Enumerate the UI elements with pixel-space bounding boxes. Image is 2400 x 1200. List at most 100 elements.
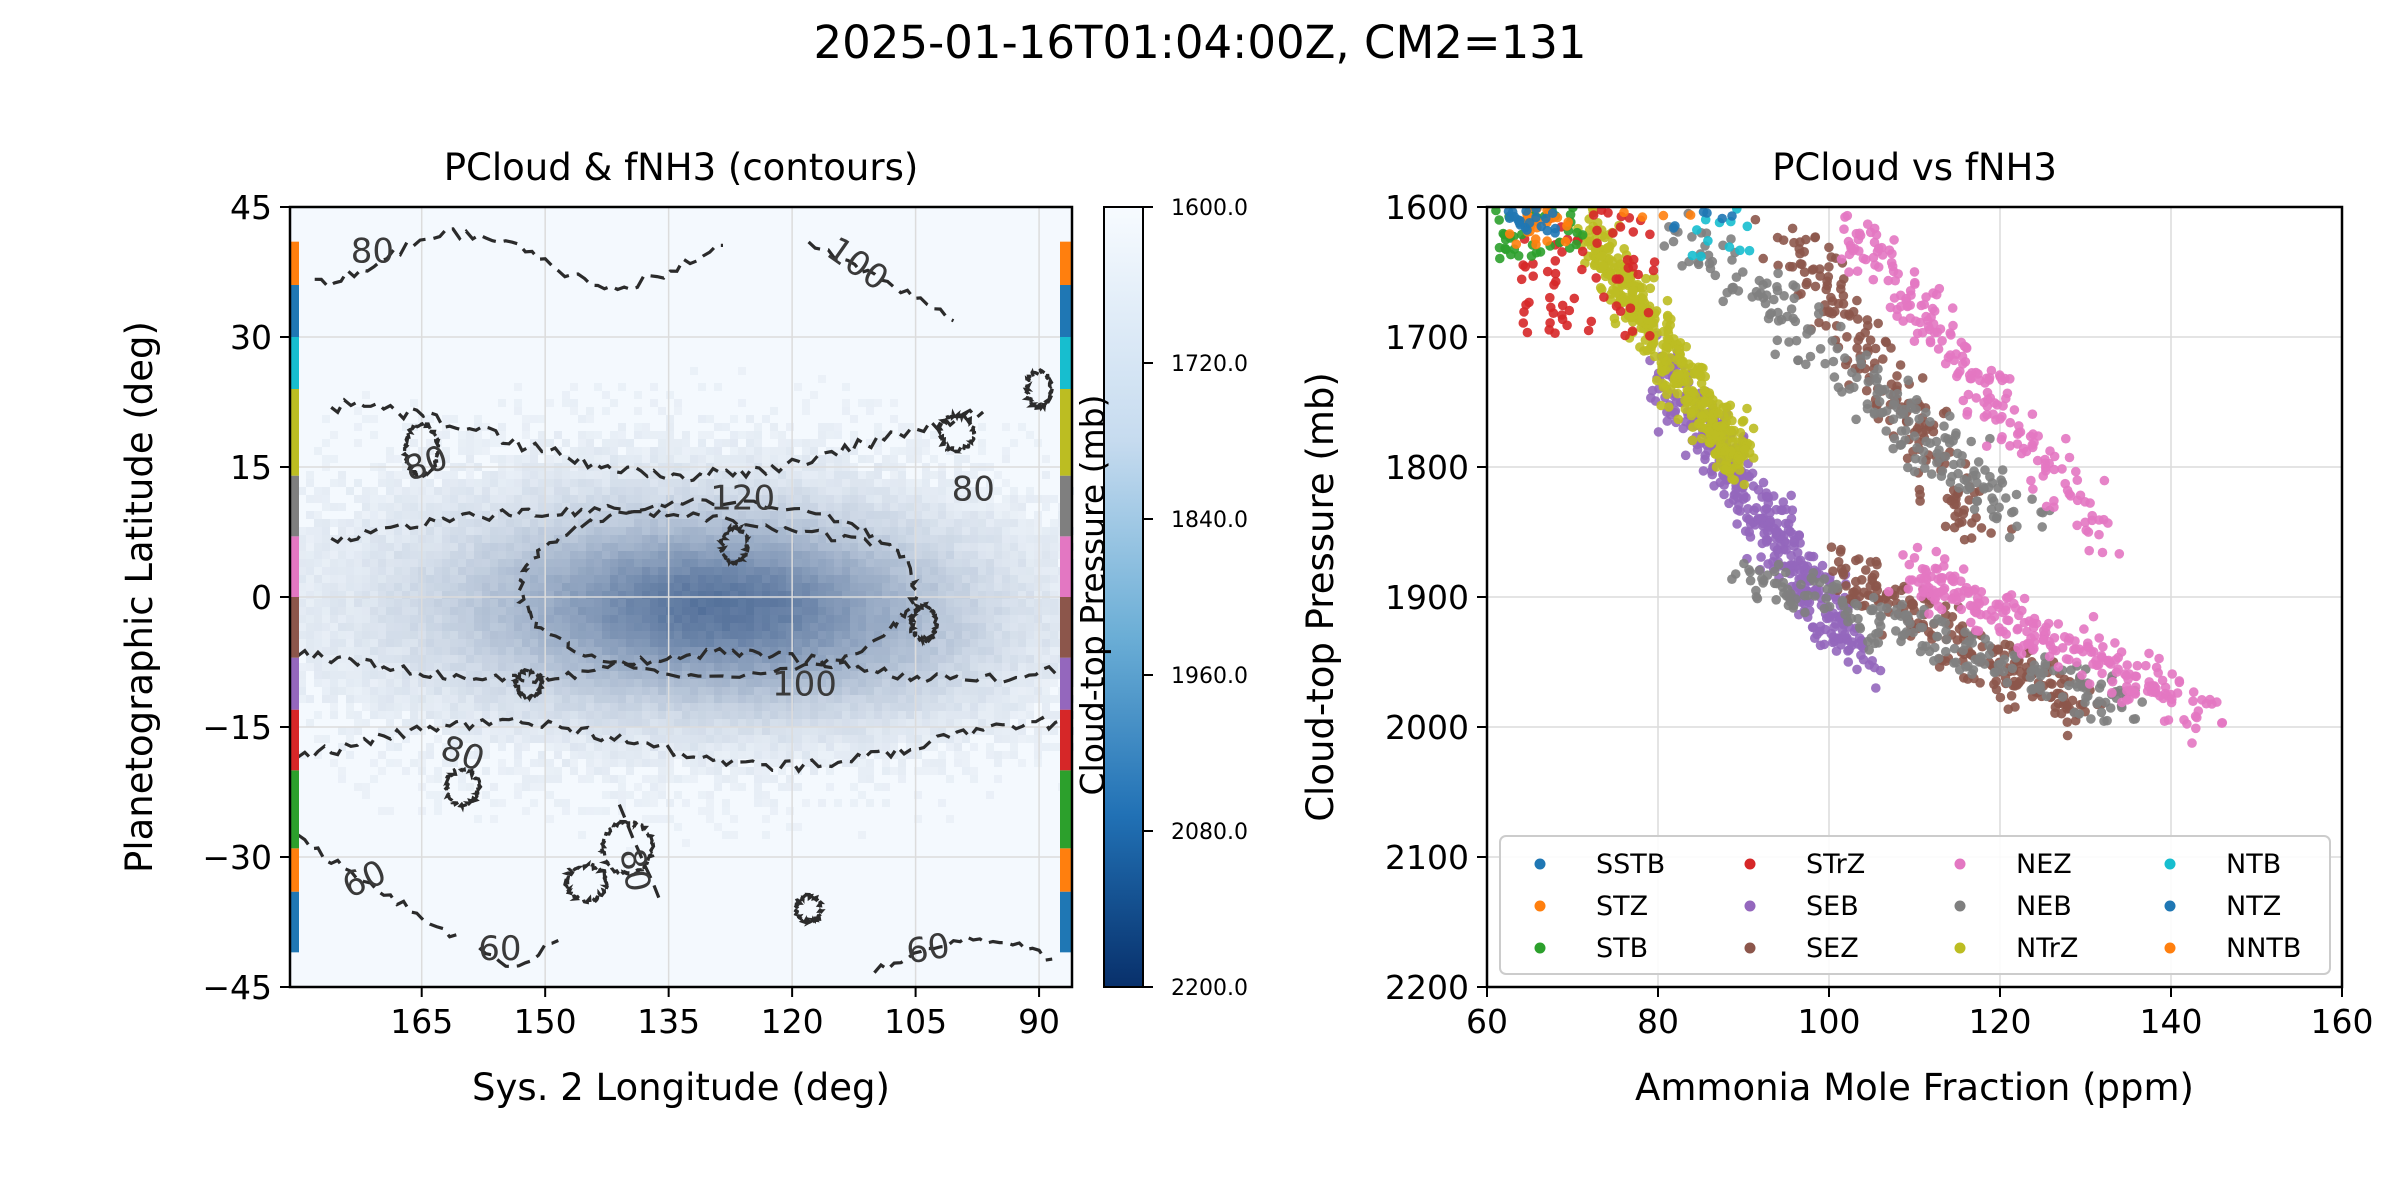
heatmap-cell — [594, 751, 602, 759]
heatmap-cell — [746, 575, 754, 583]
heatmap-cell — [930, 647, 938, 655]
heatmap-cell — [610, 655, 618, 663]
heatmap-cell — [682, 511, 690, 519]
heatmap-cell — [658, 631, 666, 639]
heatmap-cell — [482, 751, 490, 759]
heatmap-cell — [866, 575, 874, 583]
heatmap-cell — [746, 631, 754, 639]
heatmap-cell — [610, 663, 618, 671]
scatter-point — [1941, 626, 1951, 636]
scatter-point — [1751, 585, 1761, 596]
heatmap-cell — [578, 743, 586, 751]
heatmap-cell — [802, 655, 810, 663]
heatmap-cell — [690, 527, 698, 535]
heatmap-cell — [730, 639, 738, 647]
heatmap-cell — [546, 535, 554, 543]
heatmap-cell — [402, 623, 410, 631]
heatmap-cell — [434, 623, 442, 631]
heatmap-cell — [842, 559, 850, 567]
heatmap-cell — [722, 567, 730, 575]
heatmap-cell — [394, 471, 402, 479]
heatmap-cell — [490, 567, 498, 575]
heatmap-cell — [914, 591, 922, 599]
scatter-point — [1917, 455, 1928, 465]
heatmap-cell — [522, 743, 530, 751]
heatmap-cell — [410, 711, 418, 719]
heatmap-cell — [666, 447, 674, 455]
heatmap-cell — [466, 703, 474, 711]
heatmap-cell — [298, 575, 306, 583]
heatmap-cell — [530, 599, 538, 607]
heatmap-cell — [706, 695, 714, 703]
heatmap-cell — [394, 455, 402, 463]
heatmap-cell — [642, 631, 650, 639]
heatmap-cell — [778, 607, 786, 615]
heatmap-cell — [482, 495, 490, 503]
heatmap-cell — [738, 607, 746, 615]
heatmap-cell — [786, 535, 794, 543]
heatmap-cell — [394, 615, 402, 623]
heatmap-cell — [442, 759, 450, 767]
heatmap-cell — [978, 695, 986, 703]
heatmap-cell — [498, 615, 506, 623]
heatmap-cell — [450, 535, 458, 543]
heatmap-cell — [770, 695, 778, 703]
heatmap-cell — [498, 455, 506, 463]
heatmap-cell — [714, 655, 722, 663]
heatmap-cell — [978, 703, 986, 711]
heatmap-cell — [890, 695, 898, 703]
heatmap-cell — [474, 591, 482, 599]
heatmap-cell — [562, 487, 570, 495]
heatmap-cell — [650, 783, 658, 791]
heatmap-cell — [1034, 567, 1042, 575]
heatmap-cell — [586, 447, 594, 455]
heatmap-cell — [1026, 695, 1034, 703]
heatmap-cell — [442, 647, 450, 655]
heatmap-cell — [298, 567, 306, 575]
heatmap-cell — [858, 759, 866, 767]
heatmap-cell — [618, 679, 626, 687]
heatmap-cell — [730, 695, 738, 703]
heatmap-cell — [554, 503, 562, 511]
scatter-point — [1773, 268, 1783, 279]
heatmap-cell — [922, 735, 930, 743]
heatmap-cell — [714, 695, 722, 703]
heatmap-cell — [530, 711, 538, 719]
heatmap-cell — [330, 567, 338, 575]
heatmap-cell — [738, 727, 746, 735]
scatter-point — [1875, 665, 1886, 676]
heatmap-cell — [722, 727, 730, 735]
heatmap-cell — [546, 663, 554, 671]
heatmap-cell — [866, 679, 874, 687]
heatmap-cell — [722, 671, 730, 679]
heatmap-cell — [1010, 519, 1018, 527]
heatmap-cell — [866, 727, 874, 735]
heatmap-cell — [754, 767, 762, 775]
heatmap-cell — [1050, 607, 1058, 615]
scatter-point — [2010, 702, 2020, 712]
heatmap-cell — [858, 679, 866, 687]
scatter-point — [1815, 271, 1825, 281]
heatmap-cell — [738, 487, 746, 495]
heatmap-cell — [426, 703, 434, 711]
heatmap-cell — [962, 527, 970, 535]
colorbar-tick-label: 2200.0 — [1171, 976, 1248, 1001]
heatmap-cell — [626, 751, 634, 759]
heatmap-cell — [754, 495, 762, 503]
scatter-point — [1732, 519, 1742, 529]
heatmap-cell — [354, 687, 362, 695]
heatmap-cell — [746, 511, 754, 519]
heatmap-cell — [498, 799, 506, 807]
heatmap-cell — [690, 687, 698, 695]
heatmap-cell — [498, 663, 506, 671]
heatmap-cell — [1002, 703, 1010, 711]
heatmap-cell — [666, 719, 674, 727]
heatmap-cell — [954, 455, 962, 463]
heatmap-cell — [482, 487, 490, 495]
heatmap-cell — [778, 751, 786, 759]
heatmap-cell — [298, 615, 306, 623]
heatmap-cell — [762, 719, 770, 727]
heatmap-cell — [626, 599, 634, 607]
heatmap-cell — [754, 607, 762, 615]
heatmap-cell — [682, 687, 690, 695]
